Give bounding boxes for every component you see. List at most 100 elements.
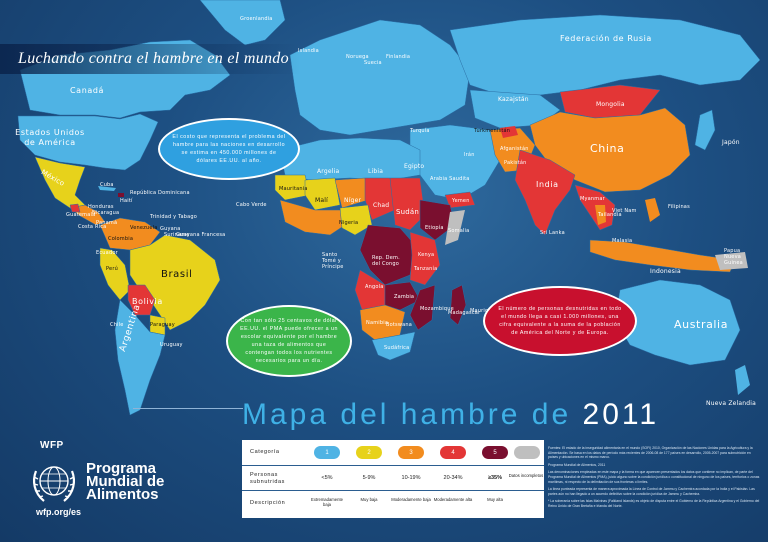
label-mozambique: Mozambique [420,306,454,312]
label-angola: Angola [365,284,384,290]
label-usa: Estados Unidos de América [15,128,85,147]
country-philippines [645,198,660,222]
region-westafrica [279,199,346,236]
map-title-year: 2011 [582,398,660,431]
country-mali [304,177,341,211]
label-india: India [536,180,559,189]
label-arabia: Arabia Saudita [430,176,470,182]
country-haiti [118,193,124,197]
label-islandia: Islandia [298,48,319,54]
country-thailand [595,205,606,225]
country-india [514,149,576,236]
label-australia: Australia [674,318,729,331]
label-mali: Malí [315,197,328,204]
label-guyana: Guyana [160,226,181,232]
label-finlandia: Finlandia [386,54,411,60]
label-sudan: Sudán [396,208,420,216]
label-madagascar: Madagascar [448,310,481,316]
label-suecia: Suecia [364,60,382,66]
country-zambia [384,281,421,311]
country-ethiopia [419,199,456,241]
label-sri-lanka: Sri Lanka [540,230,565,236]
country-cuba [98,186,116,191]
legend-swatch-nodata [514,446,540,459]
label-canada: Canadá [70,86,105,95]
label-indonesia: Indonesia [650,268,681,275]
label-pakistan: Pakistán [504,160,527,166]
legend-pct-3: 10-19% [401,475,421,481]
legend-desc-3: Moderadamente baja [391,497,431,502]
label-nueva-zelandia: Nueva Zelandia [706,400,757,407]
legend-swatch-5: 5 [482,446,508,459]
label-venezuela: Venezuela [130,225,158,231]
label-viet-nam: Viet Nam [612,208,637,214]
legend-desc-4: Moderadamente alta [433,497,473,502]
country-argentina-chile [114,299,166,416]
legend-swatch-4: 4 [440,446,466,459]
label-panama: Panamá [96,220,118,226]
country-congo [359,224,416,286]
country-indonesia [589,239,736,273]
label-turquia: Turquía [410,128,430,134]
country-somalia [445,210,465,245]
note-malvinas: * La soberanía sobre las Islas Malvinas … [548,499,760,508]
subtitle-banner [0,44,300,74]
label-costa-rica: Costa Rica [78,224,107,230]
country-yemen [444,191,476,209]
label-cabo-verde: Cabo Verde [236,202,267,208]
legend-desc-5: Muy alta [487,497,503,502]
label-somalia: Somalia [448,228,470,234]
note-disclaimer: Las denominaciones empleadas en este map… [548,470,760,484]
label-china: China [590,142,625,155]
legend-label-descripcion: Descripción [250,500,286,506]
country-papua [715,252,748,270]
label-brasil: Brasil [161,269,193,280]
legend-pct-2: 5-9% [362,475,376,481]
label-guayana: Guayana Francesa [176,232,226,238]
legend-divider [242,490,544,491]
country-guatemala [69,203,81,213]
label-trinidad: Trinidad y Tabago [150,214,198,220]
label-kazajstan: Kazajstán [498,96,529,103]
label-chad: Chad [373,202,390,209]
label-mongolia: Mongolia [596,101,625,108]
fact-bubble-school-meal: Con tan sólo 25 centavos de dólar EE.UU.… [226,305,352,377]
legend-pct-5: ≥35% [487,475,503,481]
legend-pct-nodata: Datos incompletos [508,473,544,478]
label-russia: Federación de Rusia [560,34,652,43]
legend-label-categoria: Categoría [250,449,280,455]
map-subtitle: Luchando contra el hambre en el mundo [18,50,289,67]
fact-bubble-undernourished: El número de personas desnutridas en tod… [483,286,637,356]
label-santo-tome: Santo Tomé y Príncipe [322,252,344,270]
legend-desc-2: Muy baja [360,497,378,502]
label-mauritania: Mauritania [279,186,308,192]
label-ecuador: Ecuador [96,250,118,256]
label-niger: Níger [344,197,362,204]
country-brasil [129,234,221,331]
label-yemen: Yemen [452,198,470,204]
source-notes: Fuentes: El estado de la inseguridad ali… [548,446,760,538]
country-tajik [500,126,518,138]
label-colombia: Colombia [108,236,134,242]
legend-divider [242,465,544,466]
country-nigeria [339,204,373,236]
legend-swatch-3: 3 [398,446,424,459]
label-zambia: Zambia [394,294,415,300]
legend-swatch-2: 2 [356,446,382,459]
label-cuba: Cuba [100,182,114,188]
label-tailandia: Tailandia [598,212,622,218]
country-chad [364,177,396,221]
label-argelia: Argelia [317,168,340,175]
note-kashmir: La línea punteada representa de manera a… [548,487,755,496]
wfp-emblem-icon [33,466,75,502]
note-sources: Fuentes: El estado de la inseguridad ali… [548,446,753,460]
label-malasia: Malasia [612,238,633,244]
wfp-abbreviation: WFP [40,440,64,451]
wfp-url[interactable]: wfp.org/es [36,507,82,517]
label-etiopia: Etiopía [425,225,444,231]
label-chile: Chile [110,322,124,328]
label-tanzania: Tanzanía [414,266,438,272]
scale-bar [133,408,243,411]
